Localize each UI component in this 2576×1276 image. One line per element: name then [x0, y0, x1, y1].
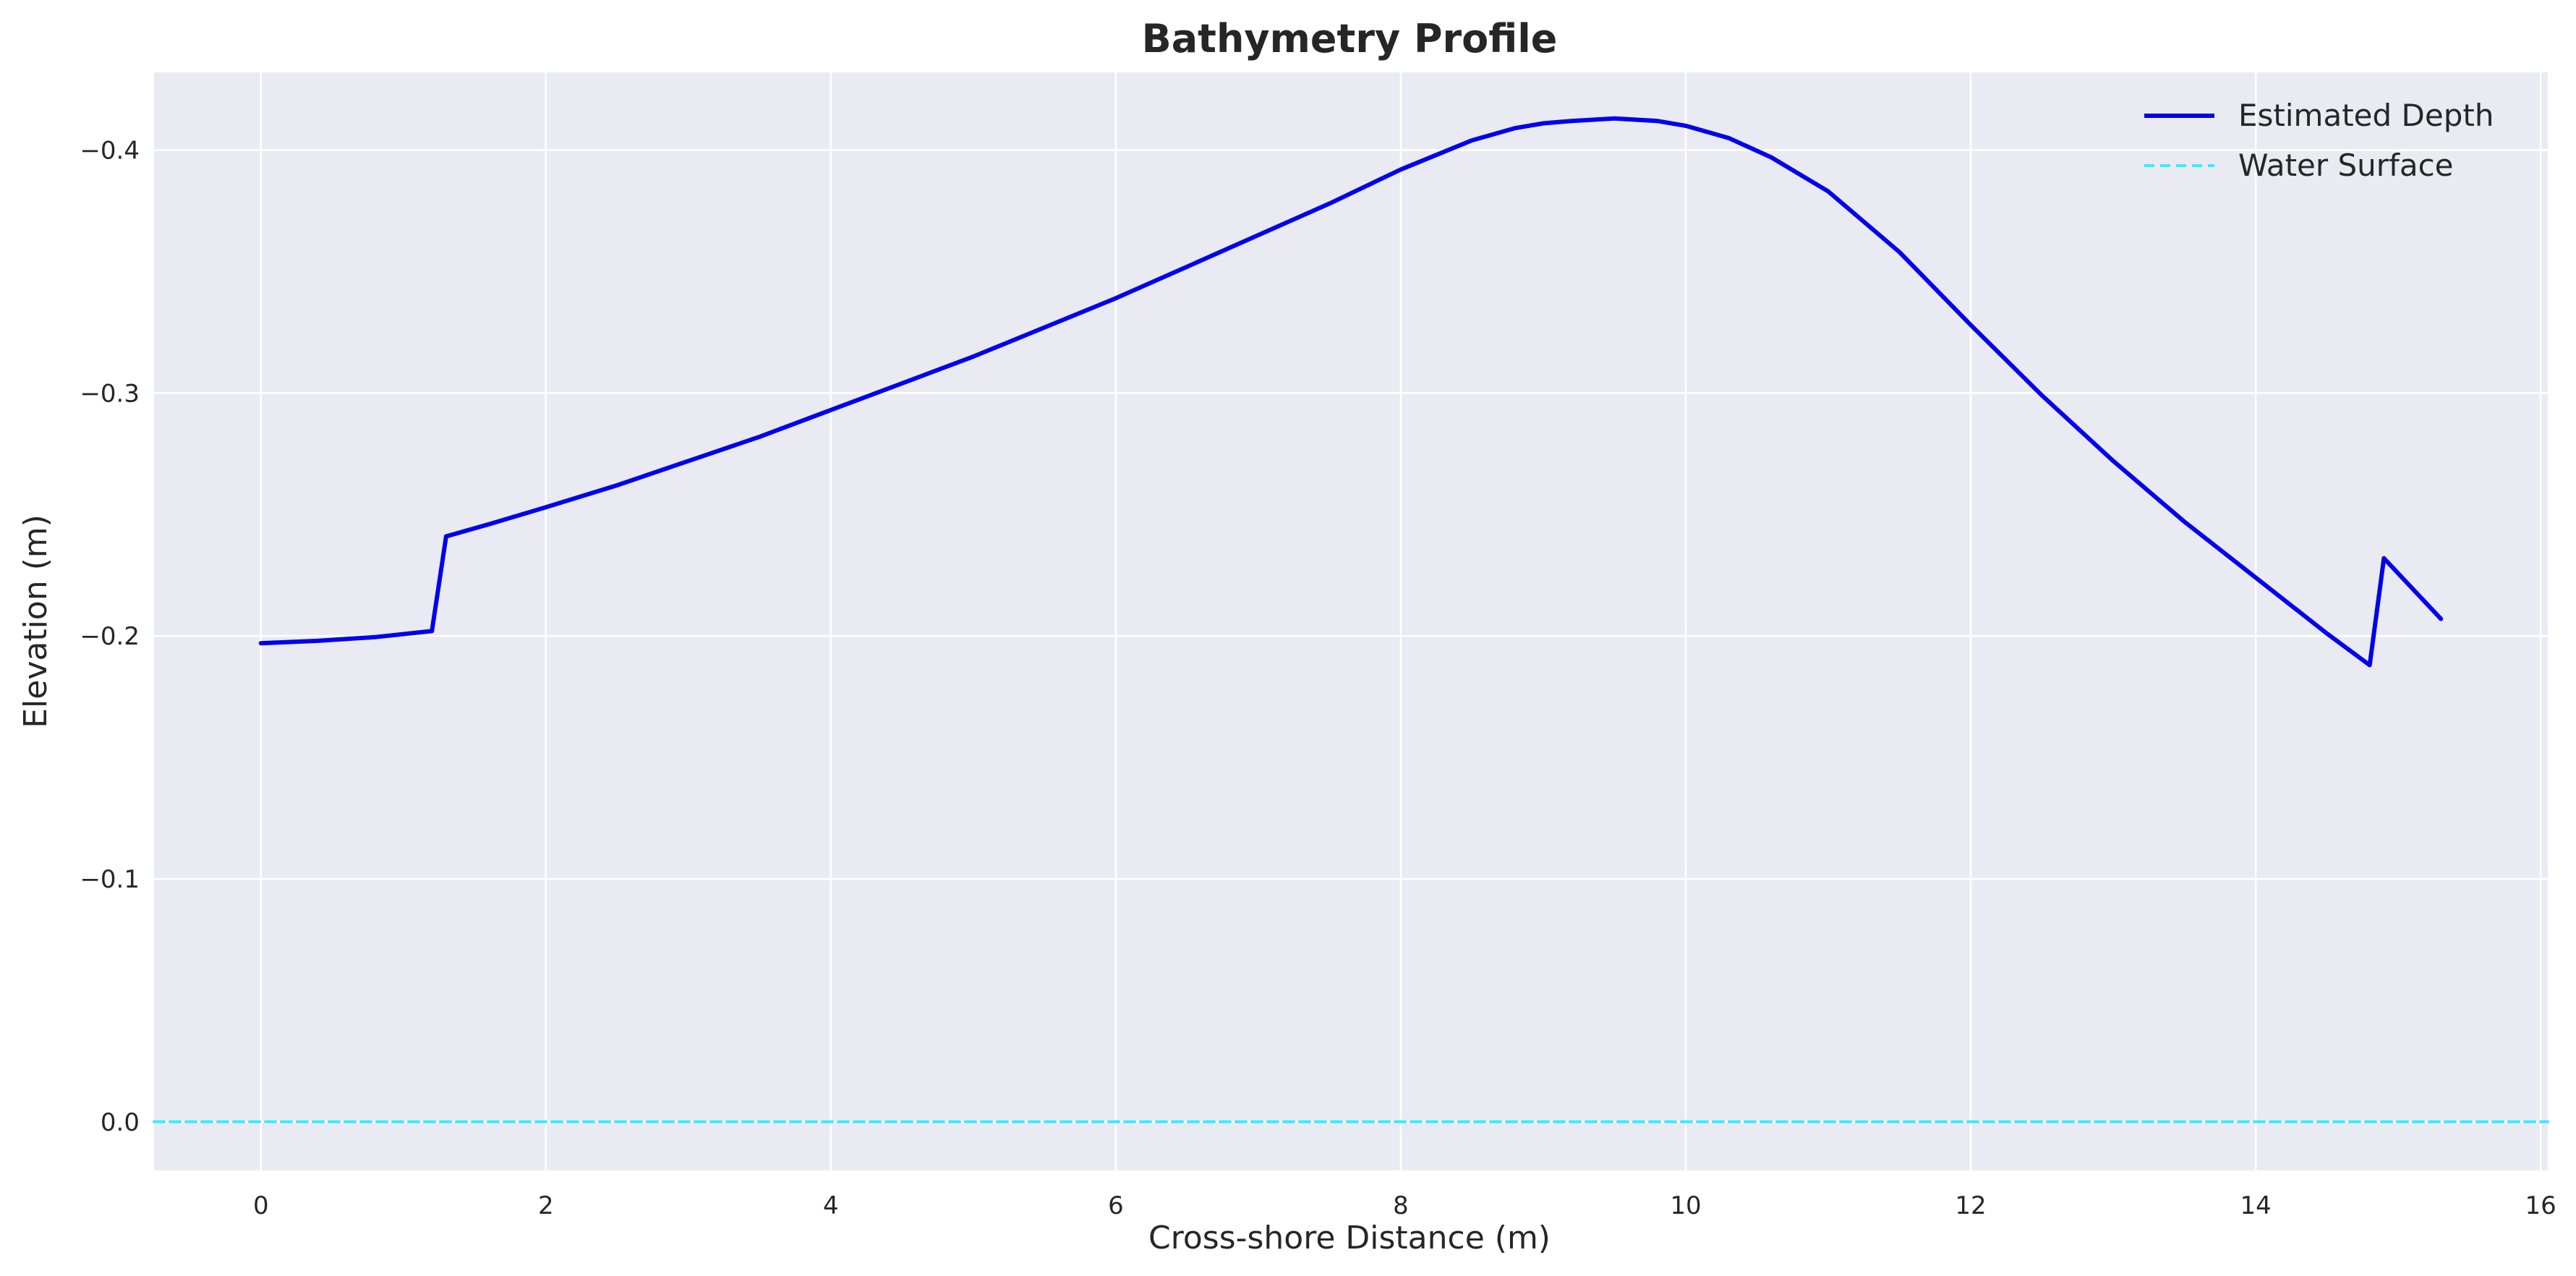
series-line-estimated-depth: [258, 116, 2444, 668]
x-tick-label: 16: [2525, 1191, 2556, 1220]
y-axis-label: Elevation (m): [17, 514, 54, 728]
x-tick-label: 6: [1108, 1191, 1124, 1220]
plot-area: [154, 72, 2548, 1170]
x-axis-ticks: 0 2 4 6 8 10 12 14 16: [253, 1191, 2556, 1220]
y-tick-label: 0.0: [101, 1108, 140, 1137]
series-layer: [153, 116, 2549, 1123]
y-tick-label: −0.1: [80, 865, 140, 894]
x-tick-label: 14: [2240, 1191, 2271, 1220]
x-tick-label: 0: [253, 1191, 269, 1220]
x-tick-label: 12: [1955, 1191, 1986, 1220]
y-tick-label: −0.4: [80, 136, 140, 165]
legend: Estimated Depth Water Surface: [2144, 98, 2494, 183]
x-axis-label: Cross-shore Distance (m): [1148, 1220, 1551, 1256]
y-tick-label: −0.2: [80, 622, 140, 651]
y-tick-label: −0.3: [80, 379, 140, 408]
x-tick-label: 10: [1670, 1191, 1701, 1220]
x-tick-label: 4: [823, 1191, 839, 1220]
chart-title: Bathymetry Profile: [1142, 16, 1558, 61]
x-tick-label: 8: [1393, 1191, 1409, 1220]
legend-label-estimated-depth: Estimated Depth: [2238, 98, 2494, 133]
legend-label-water-surface: Water Surface: [2238, 148, 2454, 183]
x-tick-label: 2: [538, 1191, 554, 1220]
y-axis-ticks: −0.4 −0.3 −0.2 −0.1 0.0: [80, 136, 140, 1136]
